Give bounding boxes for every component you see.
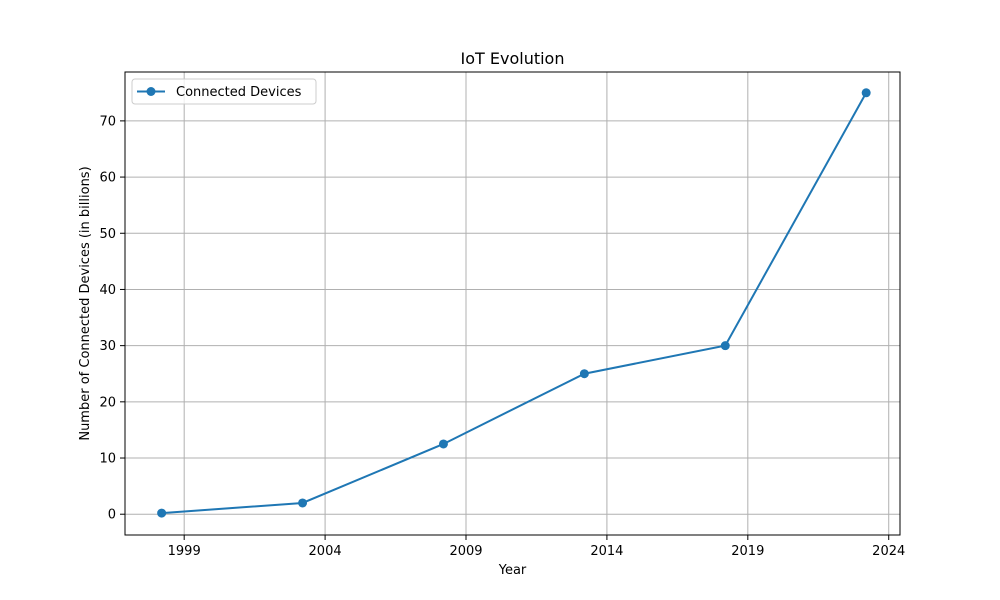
plot-area-frame (124, 71, 901, 536)
chart-title: IoT Evolution (461, 49, 565, 68)
data-point (157, 508, 167, 518)
x-axis: 1999 2004 2009 2014 2019 2024 (168, 535, 905, 559)
y-tick-label: 40 (99, 283, 116, 298)
data-point (298, 498, 308, 508)
y-tick-label: 70 (99, 114, 116, 129)
y-tick-label: 20 (99, 395, 116, 410)
x-axis-label: Year (498, 563, 527, 578)
y-tick-label: 10 (99, 452, 116, 467)
data-point (579, 369, 589, 379)
data-point (438, 439, 448, 449)
legend-box (131, 78, 317, 105)
x-tick-label: 2024 (872, 544, 905, 559)
x-tick-label: 2014 (590, 544, 623, 559)
series (157, 88, 871, 518)
y-tick-label: 60 (99, 171, 116, 186)
series-line (161, 92, 868, 515)
x-tick-label: 2009 (449, 544, 482, 559)
y-axis: 0 10 20 30 40 50 60 70 (99, 114, 125, 523)
y-tick-label: 50 (99, 227, 116, 242)
data-point (720, 341, 730, 351)
y-axis-label: Number of Connected Devices (in billions… (78, 166, 93, 440)
legend-marker-swatch (146, 87, 156, 96)
x-tick-label: 2004 (309, 544, 342, 559)
grid (125, 72, 900, 535)
data-point (861, 88, 871, 98)
legend: Connected Devices (131, 78, 317, 105)
y-tick-label: 30 (99, 339, 116, 354)
x-tick-label: 1999 (168, 544, 201, 559)
x-tick-label: 2019 (731, 544, 764, 559)
legend-entry-label: Connected Devices (176, 85, 302, 100)
y-tick-label: 0 (108, 508, 116, 523)
